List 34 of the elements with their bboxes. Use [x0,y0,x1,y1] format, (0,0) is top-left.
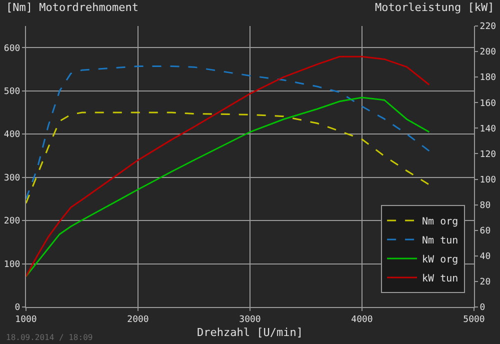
y-tick-label: 200 [4,216,20,227]
legend-label: Nm org [422,216,458,228]
legend-label: kW org [422,254,458,266]
y2-tick-label: 220 [480,22,496,32]
y2-tick-label: 200 [480,48,496,58]
y2-tick-label: 20 [480,278,491,288]
y-tick-label: 400 [4,130,20,140]
y2-tick-label: 180 [480,73,496,84]
x-tick-label: 4000 [351,314,373,325]
y2-tick-label: 80 [480,200,491,211]
y2-tick-label: 40 [480,252,491,262]
line-series [26,65,430,200]
y2-tick-label: 160 [480,98,496,109]
y-axis-title: [Nm] Motordrehmoment [6,1,138,14]
y-tick-label: 600 [4,44,20,54]
y-tick-label: 100 [4,260,20,270]
x-tick-label: 2000 [127,314,149,325]
y2-tick-label: 100 [480,175,496,186]
y-tick-label: 0 [14,303,20,314]
legend-label: Nm tun [422,235,458,246]
y-tick-label: 300 [4,173,20,184]
y-tick-label: 500 [4,87,20,97]
y2-tick-label: 0 [480,303,486,314]
y2-tick-label: 60 [480,226,491,237]
line-series [26,112,430,204]
y2-axis-title: Motorleistung [kW] [375,1,494,14]
x-tick-label: 1000 [15,314,37,325]
x-tick-label: 5000 [463,314,485,325]
x-axis-title: Drehzahl [U/min] [197,326,303,339]
y2-tick-label: 120 [480,150,496,160]
y2-tick-label: 140 [480,124,496,134]
text: 18.09.2014 / 18:09 [6,333,93,342]
x-tick-label: 3000 [239,314,261,325]
legend-label: kW tun [422,273,458,284]
